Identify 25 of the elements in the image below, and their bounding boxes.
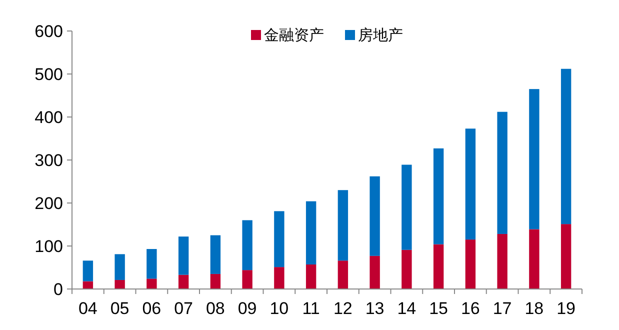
x-tick-label: 18 [524, 299, 544, 318]
x-tick-label: 19 [556, 299, 576, 318]
y-tick-label: 300 [34, 151, 63, 170]
y-tick-label: 0 [54, 280, 63, 299]
x-tick-label: 09 [238, 299, 257, 318]
y-tick-label: 500 [34, 65, 63, 84]
x-tick-label: 14 [397, 299, 416, 318]
legend-label: 金融资产 [264, 26, 324, 44]
x-tick-label: 17 [492, 299, 512, 318]
x-tick-label: 12 [333, 299, 352, 318]
x-tick-label: 05 [110, 299, 130, 318]
x-tick-label: 11 [302, 299, 320, 318]
y-tick-label: 400 [34, 108, 63, 127]
y-tick-label: 200 [34, 194, 63, 213]
x-tick-label: 06 [142, 299, 162, 318]
x-tick-label: 07 [174, 299, 194, 318]
y-tick-label: 100 [34, 237, 63, 256]
x-tick-label: 15 [429, 299, 448, 318]
y-tick-label: 600 [34, 22, 63, 41]
x-tick-label: 16 [460, 299, 480, 318]
x-tick-label: 10 [270, 299, 289, 318]
x-tick-label: 13 [365, 299, 384, 318]
x-tick-label: 08 [206, 299, 225, 318]
legend-label: 房地产 [358, 26, 403, 44]
x-tick-label: 04 [78, 299, 98, 318]
